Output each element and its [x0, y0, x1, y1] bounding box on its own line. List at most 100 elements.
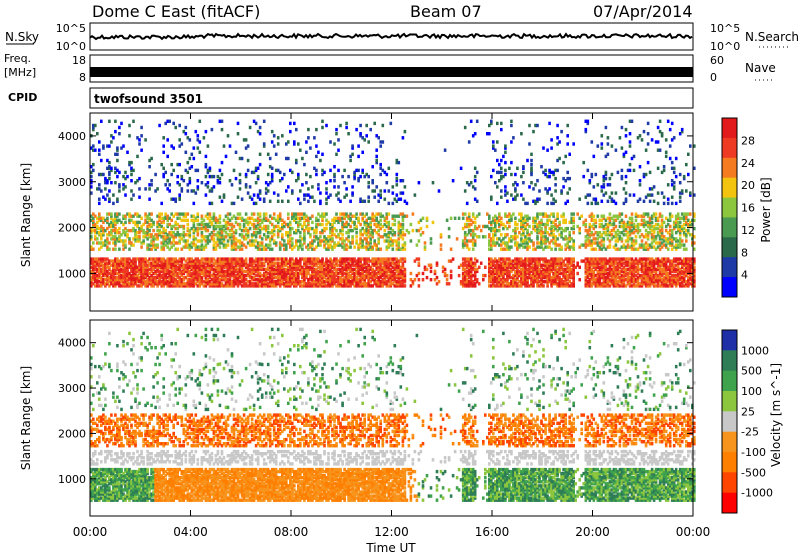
power-cell [256, 216, 260, 220]
power-cell [351, 228, 354, 233]
power-cell [170, 271, 173, 276]
power-cell [196, 233, 200, 237]
power-cell [228, 257, 232, 261]
power-cell [220, 259, 224, 263]
power-cell [246, 241, 250, 245]
power-cell [357, 218, 360, 222]
power-cell [465, 245, 469, 249]
power-cell [254, 201, 258, 206]
power-cell [417, 271, 421, 276]
power-cell [475, 199, 479, 203]
power-cell [347, 261, 350, 265]
power-cell [186, 233, 190, 237]
power-cell [496, 220, 499, 225]
power-cell [136, 280, 139, 284]
power-cell [218, 176, 222, 181]
power-cell [361, 282, 364, 286]
power-cell [550, 201, 553, 206]
power-cell [540, 263, 543, 267]
power-cell [534, 263, 537, 267]
power-cell [488, 132, 491, 136]
power-cell [341, 212, 344, 216]
power-cell [319, 278, 322, 282]
power-cell [520, 282, 523, 286]
power-cell [299, 284, 302, 288]
power-cell [490, 278, 493, 282]
power-cell [240, 218, 244, 222]
power-cell [510, 239, 513, 243]
power-cell [112, 267, 115, 272]
power-cell [120, 239, 123, 243]
power-cell [494, 218, 497, 222]
power-cell [341, 261, 344, 265]
power-cell [490, 243, 493, 247]
power-cell [248, 220, 252, 225]
power-cell [347, 257, 350, 261]
power-cell [443, 148, 447, 152]
power-cell [285, 271, 288, 276]
power-cell [254, 282, 258, 286]
power-cell [500, 269, 503, 274]
power-cell [268, 220, 272, 225]
power-cell [218, 195, 222, 199]
power-cell [333, 226, 336, 231]
power-cell [174, 261, 177, 265]
power-cell [556, 168, 559, 173]
power-cell [504, 160, 507, 165]
power-cell [516, 278, 519, 282]
power-cell [389, 231, 393, 235]
power-cell [538, 231, 541, 235]
power-cell [550, 261, 553, 265]
nsearch-right-bottom-tick: 10^0 [710, 40, 740, 53]
power-cell [383, 218, 387, 222]
power-cell [190, 245, 194, 249]
power-cell [387, 166, 391, 170]
power-cell [256, 226, 260, 231]
power-cell [544, 245, 547, 249]
power-cell [130, 282, 133, 286]
power-cell [544, 267, 547, 272]
power-cell [114, 267, 117, 272]
power-cell [108, 280, 111, 284]
power-cell [218, 280, 222, 284]
power-cell [349, 158, 352, 163]
power-cell [506, 257, 509, 261]
power-cell [128, 123, 131, 128]
power-cell [130, 228, 133, 233]
power-cell [158, 218, 161, 222]
power-cell [329, 239, 332, 243]
power-cell [170, 284, 173, 288]
power-cell [528, 123, 531, 128]
power-cell [367, 269, 370, 274]
power-cell [287, 269, 290, 274]
power-cell [475, 278, 479, 282]
power-cell [295, 259, 298, 263]
power-cell [108, 222, 111, 227]
power-cell [548, 271, 551, 276]
power-cell [114, 263, 117, 267]
power-cell [218, 269, 222, 274]
power-cell [399, 233, 403, 237]
power-cell [278, 228, 282, 233]
power-cell [206, 280, 210, 284]
power-cell [142, 222, 145, 227]
power-cell [429, 263, 433, 267]
power-cell [498, 282, 501, 286]
power-cell [383, 259, 387, 263]
power-cell [232, 275, 236, 280]
power-cell [156, 261, 159, 265]
power-cell [196, 134, 200, 138]
power-cell [494, 214, 497, 218]
power-cell [260, 257, 264, 261]
power-cell [309, 195, 312, 199]
power-cell [544, 259, 547, 263]
power-cell [516, 235, 519, 239]
power-cell [226, 239, 230, 243]
power-cell [152, 263, 155, 267]
power-cell [289, 168, 292, 173]
power-cell [303, 239, 306, 243]
power-cell [182, 263, 186, 267]
power-cell [297, 212, 300, 216]
power-cell [210, 278, 214, 282]
power-cell [158, 228, 161, 233]
